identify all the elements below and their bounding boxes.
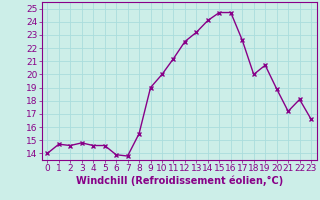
- X-axis label: Windchill (Refroidissement éolien,°C): Windchill (Refroidissement éolien,°C): [76, 176, 283, 186]
